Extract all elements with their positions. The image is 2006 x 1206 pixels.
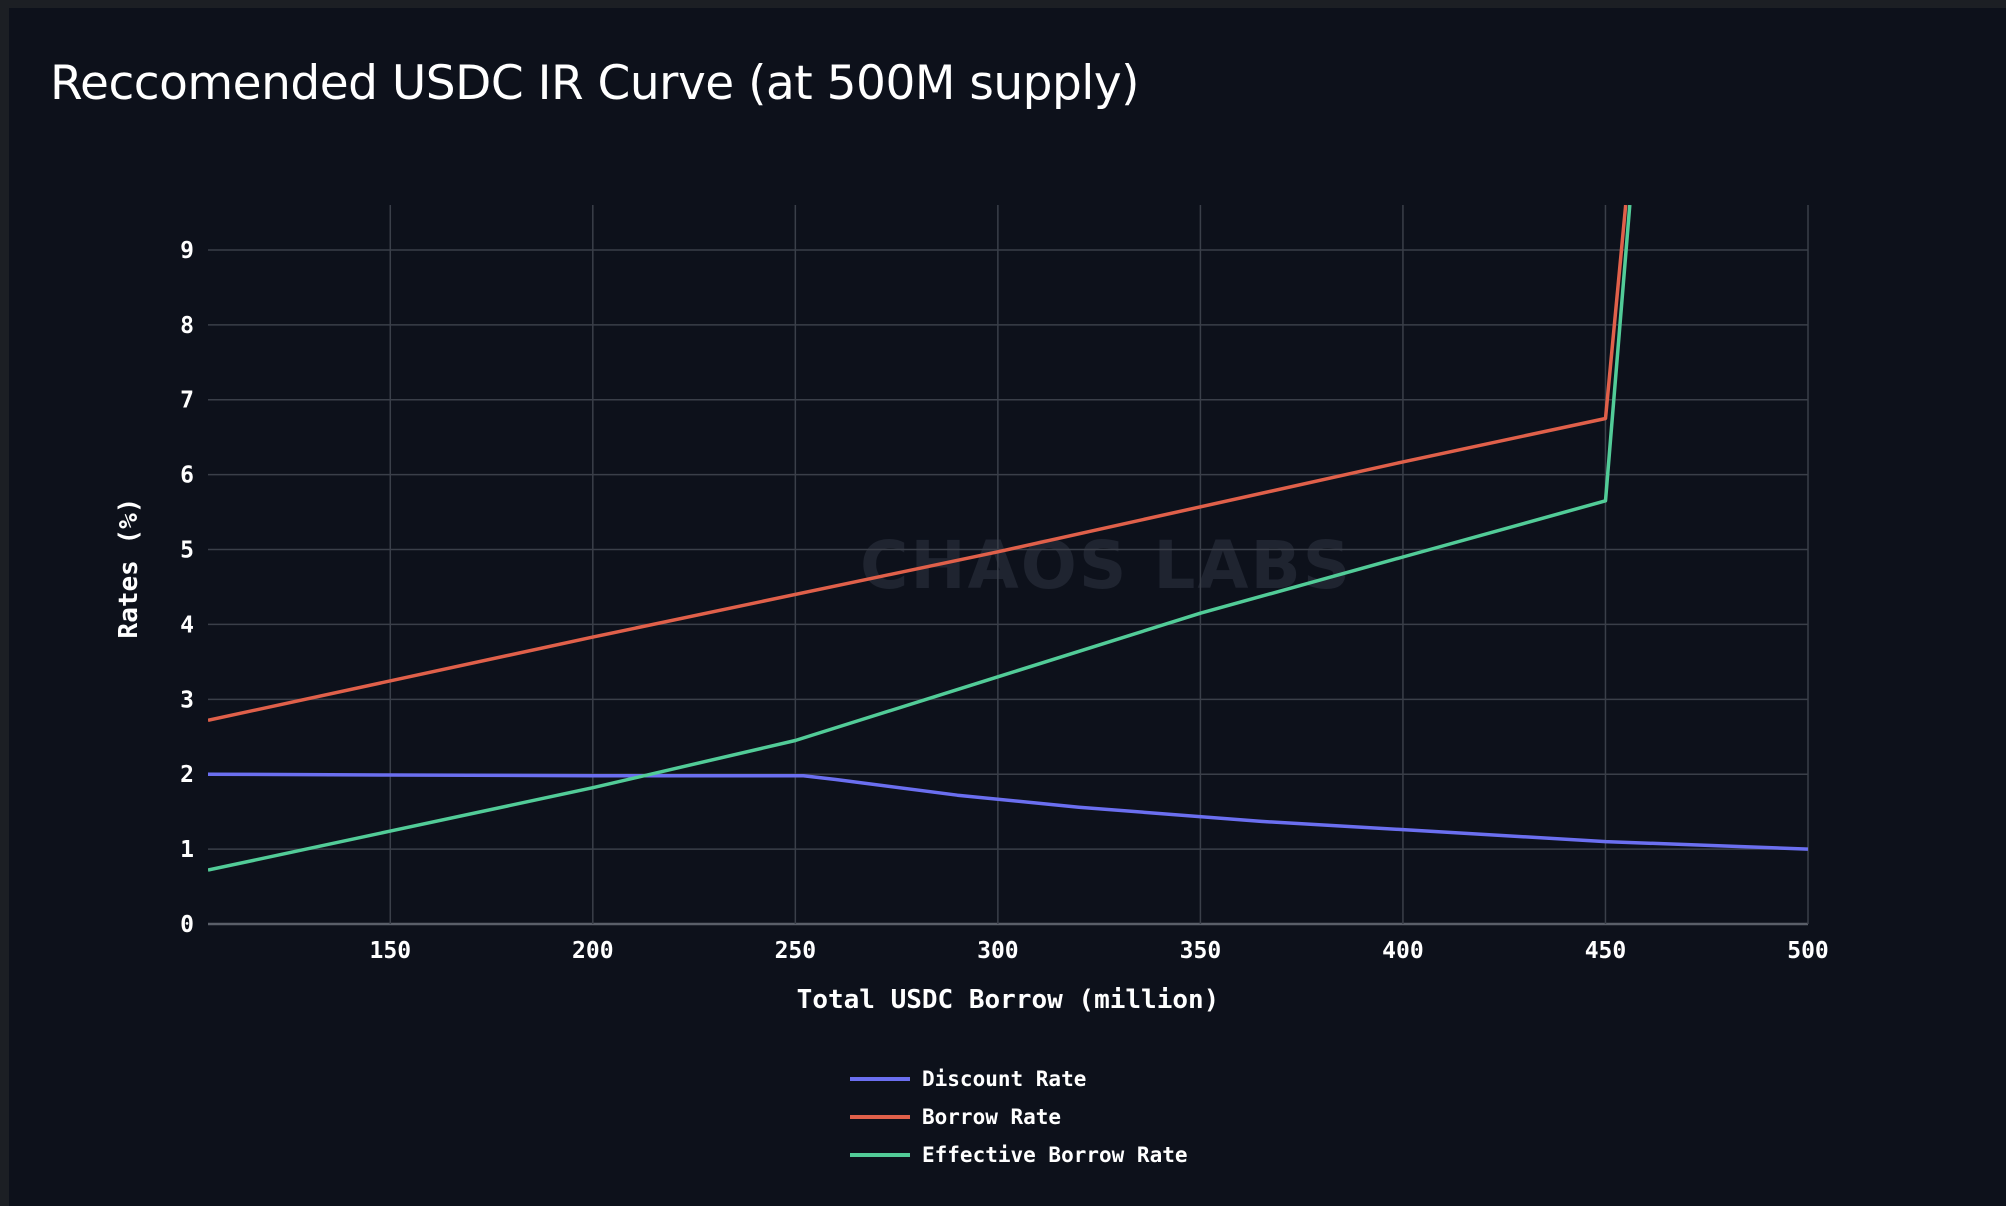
x-tick-label: 500 — [1787, 938, 1829, 964]
legend-item-borrow-rate[interactable]: Borrow Rate — [850, 1098, 1188, 1136]
legend-swatch — [850, 1153, 910, 1157]
x-tick-label: 150 — [370, 938, 412, 964]
legend-item-effective-borrow-rate[interactable]: Effective Borrow Rate — [850, 1136, 1188, 1174]
legend-label: Effective Borrow Rate — [922, 1143, 1188, 1167]
y-tick-label: 0 — [180, 912, 194, 938]
legend-swatch — [850, 1077, 910, 1081]
y-tick-label: 5 — [180, 538, 194, 564]
chart-panel — [9, 8, 2006, 1206]
x-tick-label: 350 — [1180, 938, 1222, 964]
x-tick-label: 400 — [1382, 938, 1424, 964]
y-tick-label: 3 — [180, 687, 194, 713]
legend-item-discount-rate[interactable]: Discount Rate — [850, 1060, 1188, 1098]
x-tick-label: 250 — [775, 938, 817, 964]
y-tick-label: 6 — [180, 463, 194, 489]
y-tick-label: 7 — [180, 388, 194, 414]
legend-label: Borrow Rate — [922, 1105, 1062, 1129]
y-tick-label: 2 — [180, 762, 194, 788]
y-axis-title: Rates (%) — [114, 498, 144, 639]
chart-title: Reccomended USDC IR Curve (at 500M suppl… — [50, 56, 1140, 111]
series-layer — [208, 205, 1808, 872]
x-tick-label: 200 — [572, 938, 614, 964]
watermark: CHAOS LABS — [860, 527, 1352, 604]
discount-rate-line — [208, 772, 1808, 851]
legend-label: Discount Rate — [922, 1067, 1087, 1091]
y-tick-label: 4 — [180, 612, 194, 638]
legend-swatch — [850, 1115, 910, 1119]
borrow-rate-line — [208, 205, 1628, 723]
legend: Discount Rate Borrow Rate Effective Borrow… — [850, 1060, 1188, 1174]
y-tick-label: 9 — [180, 238, 194, 264]
y-tick-label: 8 — [180, 313, 194, 339]
effective-borrow-rate-line — [208, 205, 1632, 872]
x-axis-title: Total USDC Borrow (million) — [797, 985, 1220, 1015]
y-tick-label: 1 — [180, 837, 194, 863]
x-tick-label: 450 — [1585, 938, 1627, 964]
axis-ticks: 0 1 2 3 4 5 6 7 8 9 150 200 250 300 350 400 450 500 — [180, 238, 1829, 964]
x-tick-label: 300 — [977, 938, 1019, 964]
